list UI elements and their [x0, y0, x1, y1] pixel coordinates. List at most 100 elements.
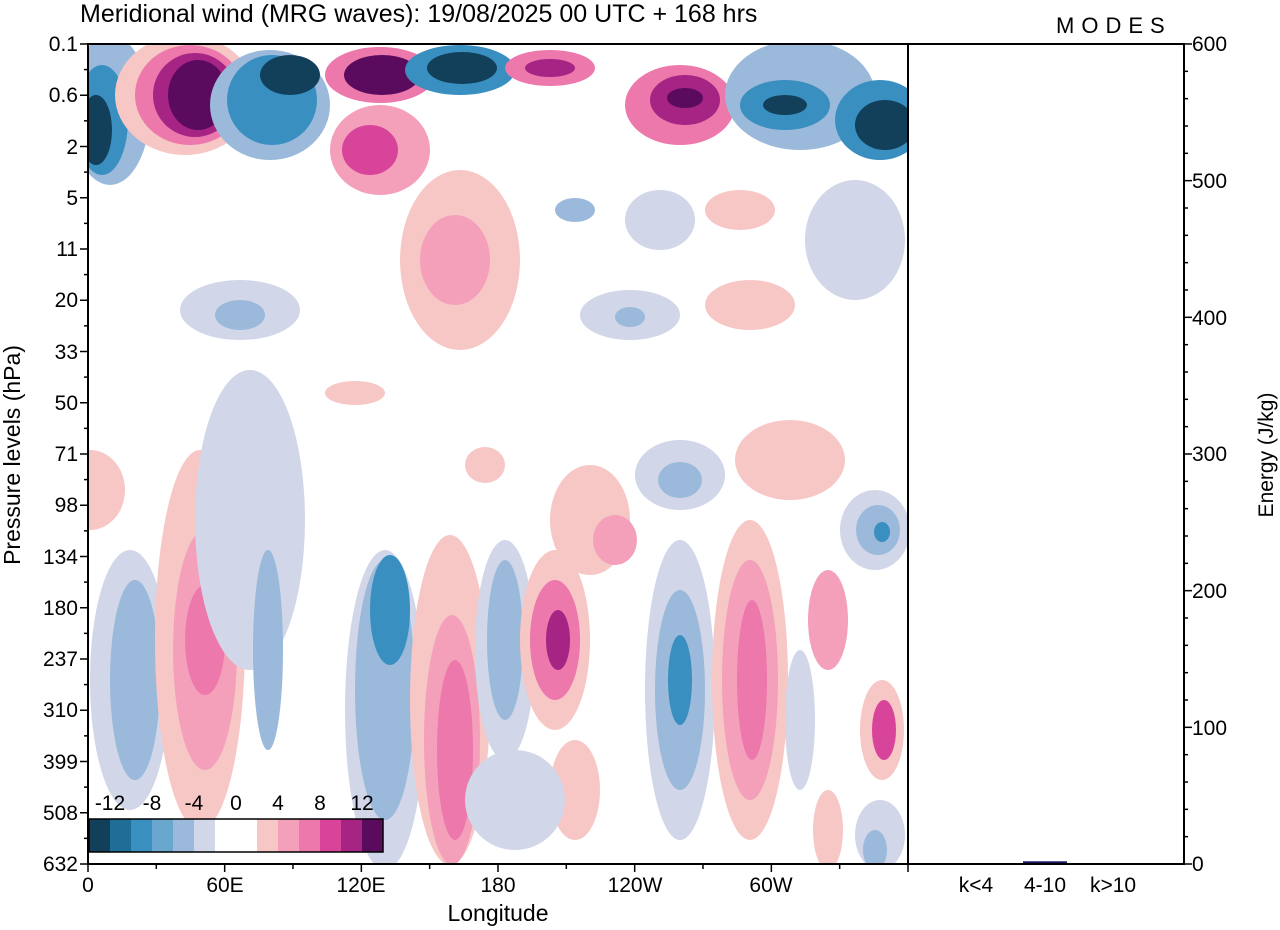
colorbar-swatch [215, 819, 236, 852]
contour-blob [667, 88, 703, 108]
x-tick-label: 120W [608, 874, 663, 897]
contour-blob [110, 580, 160, 780]
y-tick-label: 98 [55, 494, 78, 517]
y-tick-label: 310 [43, 699, 78, 722]
energy-tick-label: 400 [1192, 307, 1227, 330]
colorbar-swatch [362, 819, 383, 852]
y-tick-label: 2 [66, 136, 78, 159]
contour-blob [615, 307, 645, 327]
contour-blob [874, 522, 890, 542]
energy-tick-label: 600 [1192, 33, 1227, 56]
y-tick-label: 237 [43, 648, 78, 671]
colorbar-swatch [131, 819, 152, 852]
colorbar-swatch [173, 819, 194, 852]
heatmap-contours [88, 44, 908, 864]
modes-logo: MODES [1056, 13, 1172, 38]
x-tick-label: 120E [336, 874, 385, 897]
y-tick-label: 180 [43, 597, 78, 620]
contour-blob [785, 650, 815, 790]
colorbar-tick-label: 0 [230, 792, 242, 815]
contour-blob [88, 95, 112, 165]
contour-blob [668, 635, 692, 725]
colorbar-tick-label: 8 [314, 792, 326, 815]
contour-blob [260, 55, 320, 95]
contour-blob [855, 100, 908, 150]
y-tick-label: 11 [56, 238, 78, 261]
colorbar-swatch [194, 819, 215, 852]
contour-blob [546, 610, 570, 670]
contour-blob [437, 660, 473, 840]
contour-blob [487, 560, 523, 720]
colorbar-swatch [257, 819, 278, 852]
colorbar-tick-label: -4 [185, 792, 204, 815]
contour-blob [420, 215, 490, 305]
contour-blob [872, 700, 896, 760]
colorbar-tick-label: -12 [95, 792, 125, 815]
energy-bar [1023, 861, 1067, 864]
energy-tick-label: 300 [1192, 443, 1227, 466]
energy-category-label: k>10 [1090, 874, 1136, 897]
energy-tick-label: 200 [1192, 580, 1227, 603]
contour-blob [525, 59, 575, 77]
contour-blob [763, 95, 807, 115]
colorbar-swatch [341, 819, 362, 852]
contour-blob [342, 125, 398, 175]
colorbar-swatch [299, 819, 320, 852]
y-tick-label: 632 [43, 853, 78, 876]
contour-blob [215, 300, 265, 330]
energy-category-label: 4-10 [1024, 874, 1066, 897]
contour-blob [863, 830, 887, 864]
colorbar-swatch [236, 819, 257, 852]
y-tick-label: 20 [55, 289, 78, 312]
contour-blob [555, 198, 595, 222]
x-axis-labels: 0 60E 120E 180 120W 60W [82, 874, 793, 897]
contour-blob [705, 190, 775, 230]
energy-tick-label: 500 [1192, 170, 1227, 193]
contour-blob [427, 52, 497, 84]
contour-blob [735, 420, 845, 500]
y-tick-label: 71 [55, 443, 78, 466]
contour-blob [253, 550, 283, 750]
colorbar-swatch [152, 819, 173, 852]
colorbar-labels: -12 -8 -4 0 4 8 12 [95, 792, 374, 815]
contour-blob [195, 370, 305, 670]
contour-blob [705, 280, 795, 330]
x-axis-title: Longitude [447, 900, 548, 926]
y-tick-label: 0.6 [49, 84, 78, 107]
colorbar-tick-label: -8 [143, 792, 162, 815]
x-tick-label: 60W [749, 874, 792, 897]
energy-tick-label: 0 [1192, 853, 1204, 876]
y-tick-label: 33 [55, 341, 78, 364]
contour-blob [805, 180, 905, 300]
y-tick-label: 399 [43, 751, 78, 774]
y-tick-label: 0.1 [49, 33, 78, 56]
chart-title: Meridional wind (MRG waves): 19/08/2025 … [80, 0, 757, 28]
colorbar-tick-label: 12 [350, 792, 373, 815]
colorbar [88, 818, 384, 853]
colorbar-swatch [320, 819, 341, 852]
colorbar-tick-label: 4 [272, 792, 284, 815]
energy-axis-title: Energy (J/kg) [1255, 393, 1278, 518]
contour-blob [88, 450, 125, 530]
contour-blob [658, 462, 702, 498]
energy-category-label: k<4 [959, 874, 994, 897]
x-tick-label: 60E [206, 874, 243, 897]
colorbar-swatch [89, 819, 110, 852]
y-tick-label: 5 [66, 187, 78, 210]
contour-blob [625, 190, 695, 250]
colorbar-swatch [110, 819, 131, 852]
contour-blob [465, 750, 565, 850]
contour-blob [325, 381, 385, 405]
energy-category-labels: k<4 4-10 k>10 [959, 874, 1136, 897]
contour-blob [737, 600, 767, 760]
energy-y-labels: 0 100 200 300 400 500 600 [1192, 33, 1227, 876]
contour-blob [344, 55, 420, 95]
colorbar-swatch [278, 819, 299, 852]
x-tick-label: 0 [82, 874, 94, 897]
x-tick-label: 180 [480, 874, 515, 897]
contour-blob [593, 515, 637, 565]
contour-blob [370, 555, 410, 665]
energy-panel-frame [907, 43, 1185, 865]
y-tick-label: 508 [43, 802, 78, 825]
